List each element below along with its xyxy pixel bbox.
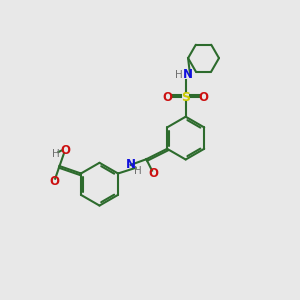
Text: H: H bbox=[134, 166, 141, 176]
Text: H: H bbox=[175, 70, 183, 80]
Text: O: O bbox=[49, 175, 59, 188]
Text: N: N bbox=[183, 68, 193, 81]
Text: H: H bbox=[52, 148, 59, 159]
Text: O: O bbox=[199, 91, 208, 103]
Text: O: O bbox=[163, 91, 173, 103]
Text: O: O bbox=[60, 144, 70, 157]
Text: S: S bbox=[181, 91, 190, 104]
Text: O: O bbox=[148, 167, 159, 180]
Text: N: N bbox=[126, 158, 136, 171]
